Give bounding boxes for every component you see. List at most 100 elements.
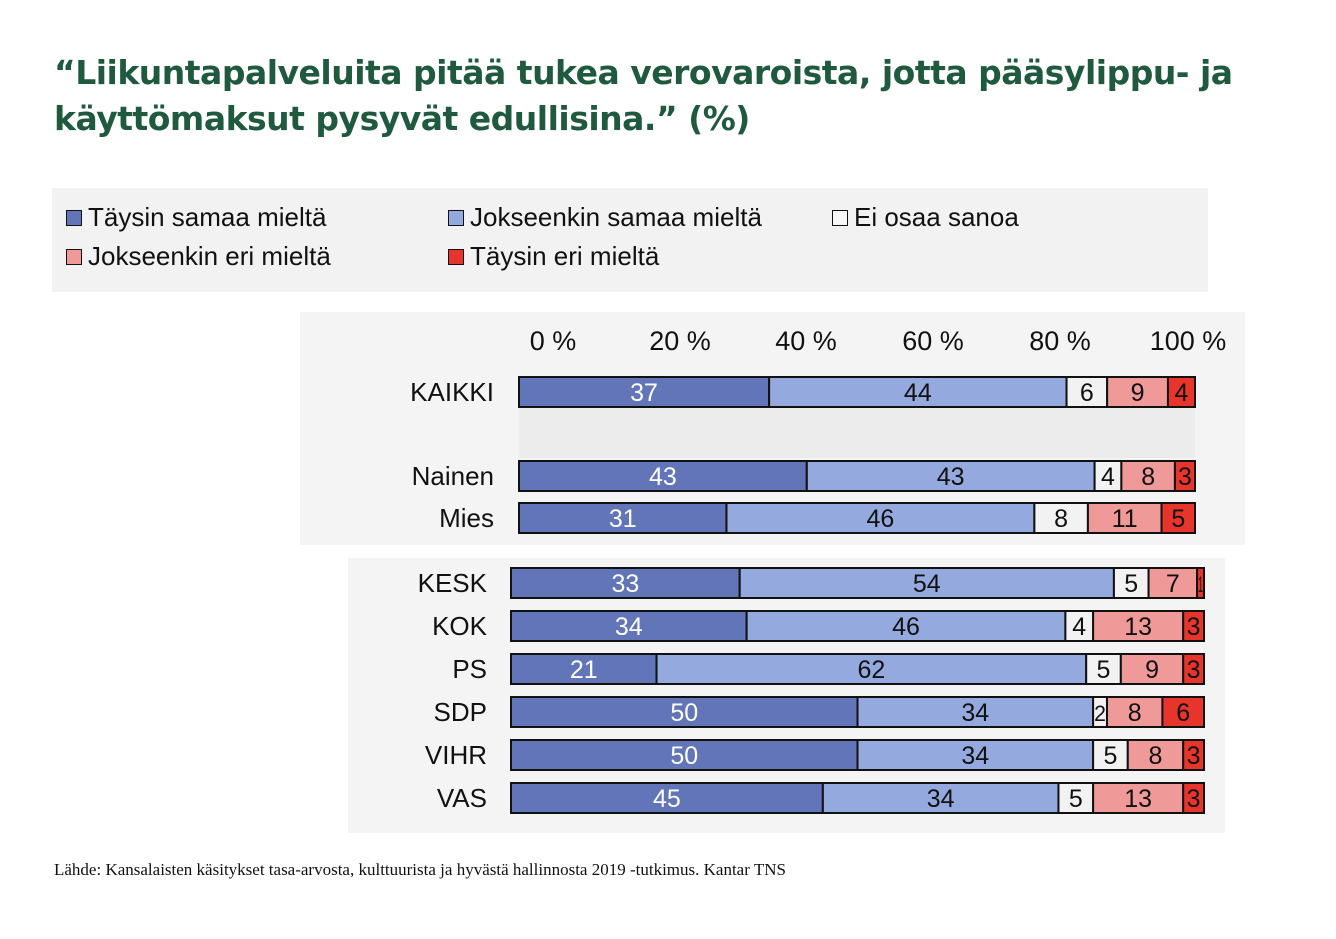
data-label: 34 — [961, 742, 989, 770]
data-label: 5 — [1097, 656, 1111, 684]
legend-item: Jokseenkin eri mieltä — [66, 241, 331, 272]
bar-segment — [1161, 696, 1206, 728]
data-label: 3 — [1187, 785, 1201, 813]
data-label: 8 — [1054, 505, 1068, 533]
data-label: 34 — [615, 613, 643, 641]
data-label: 37 — [630, 379, 658, 407]
data-label: 46 — [892, 613, 920, 641]
data-label: 5 — [1124, 570, 1138, 598]
bar-segment — [1120, 460, 1176, 492]
data-label: 31 — [609, 505, 637, 533]
bar-segment — [510, 782, 824, 814]
data-label: 5 — [1103, 742, 1117, 770]
bar-segment — [1173, 460, 1196, 492]
data-label: 4 — [1072, 613, 1086, 641]
x-tick-label: 20 % — [649, 326, 711, 356]
data-label: 6 — [1176, 699, 1190, 727]
bar-segment — [510, 610, 748, 642]
bar-segment — [1182, 782, 1205, 814]
data-label: 62 — [857, 656, 885, 684]
data-label: 5 — [1069, 785, 1083, 813]
category-label: KAIKKI — [410, 377, 494, 407]
bar-segment — [1092, 782, 1185, 814]
legend-swatch — [448, 209, 464, 226]
legend-label: Täysin samaa mieltä — [88, 202, 327, 232]
data-label: 11 — [1112, 505, 1138, 533]
bar-segment — [1112, 567, 1150, 599]
bar-segment — [768, 376, 1068, 408]
category-label: KOK — [432, 611, 488, 641]
data-label: 4 — [1175, 379, 1189, 407]
x-tick-label: 40 % — [775, 326, 837, 356]
data-label: 34 — [927, 785, 955, 813]
category-label: VAS — [437, 783, 487, 813]
data-label: 8 — [1141, 463, 1155, 491]
data-label: 43 — [649, 463, 677, 491]
legend-swatch — [66, 248, 82, 265]
bar-segment — [1092, 610, 1185, 642]
legend-swatch — [448, 248, 464, 265]
data-label: 50 — [670, 742, 698, 770]
category-label: SDP — [434, 697, 487, 727]
bar-segment — [1147, 567, 1199, 599]
data-label: 8 — [1149, 742, 1163, 770]
bar-segment — [856, 739, 1095, 771]
data-label: 45 — [653, 785, 681, 813]
data-label: 9 — [1145, 656, 1159, 684]
data-label: 8 — [1128, 699, 1142, 727]
bar-segment — [1064, 610, 1095, 642]
bar-segment — [1106, 376, 1169, 408]
data-label: 50 — [670, 699, 698, 727]
source-note: Lähde: Kansalaisten käsitykset tasa-arvo… — [54, 860, 786, 879]
legend-label: Jokseenkin samaa mieltä — [470, 202, 762, 232]
data-label: 9 — [1131, 379, 1145, 407]
bar-segment — [1160, 502, 1197, 534]
bar-segment — [510, 696, 859, 728]
data-label: 3 — [1187, 656, 1201, 684]
data-label: 46 — [867, 505, 895, 533]
bar-segment — [856, 696, 1095, 728]
chart-title: “Liikuntapalveluita pitää tukea verovaro… — [54, 53, 1233, 138]
data-label: 43 — [937, 463, 965, 491]
data-label: 33 — [611, 570, 639, 598]
category-label: PS — [452, 654, 487, 684]
legend-item: Täysin samaa mieltä — [66, 202, 326, 233]
legend-swatch — [832, 209, 848, 226]
legend-swatch — [66, 209, 82, 226]
bar-segment — [1085, 653, 1122, 685]
legend-label: Täysin eri mieltä — [470, 241, 660, 271]
bar-segment — [1105, 696, 1164, 728]
bar-segment — [518, 376, 771, 408]
data-label: 13 — [1124, 613, 1152, 641]
legend-item: Ei osaa sanoa — [832, 202, 1019, 233]
bar-segment — [1182, 739, 1205, 771]
category-label: Mies — [439, 503, 494, 533]
x-tick-label: 60 % — [902, 326, 964, 356]
x-tick-label: 80 % — [1029, 326, 1091, 356]
data-label: 44 — [904, 379, 932, 407]
bar-segment — [510, 739, 859, 771]
data-label: 6 — [1080, 379, 1094, 407]
bar-segment — [1182, 610, 1205, 642]
bar-segment — [745, 610, 1067, 642]
data-label: 54 — [913, 570, 941, 598]
data-label: 13 — [1124, 785, 1152, 813]
bar-segment — [1093, 460, 1123, 492]
x-tick-label: 100 % — [1150, 326, 1227, 356]
data-label: 4 — [1101, 463, 1115, 491]
bar-segment — [1196, 567, 1205, 599]
legend-item: Täysin eri mieltä — [448, 241, 659, 272]
data-label: 3 — [1187, 742, 1201, 770]
bar-segment — [1065, 376, 1109, 408]
bar-segment — [738, 567, 1115, 599]
legend: Täysin samaa mieltä Jokseenkin samaa mie… — [52, 188, 1208, 292]
data-label: 34 — [961, 699, 989, 727]
data-label: 21 — [570, 656, 598, 684]
data-label: 7 — [1166, 570, 1180, 598]
bar-segment — [1182, 653, 1205, 685]
category-label: VIHR — [425, 740, 487, 770]
bar-segment — [1092, 739, 1129, 771]
legend-label: Jokseenkin eri mieltä — [88, 241, 331, 271]
bar-segment — [1086, 502, 1163, 534]
